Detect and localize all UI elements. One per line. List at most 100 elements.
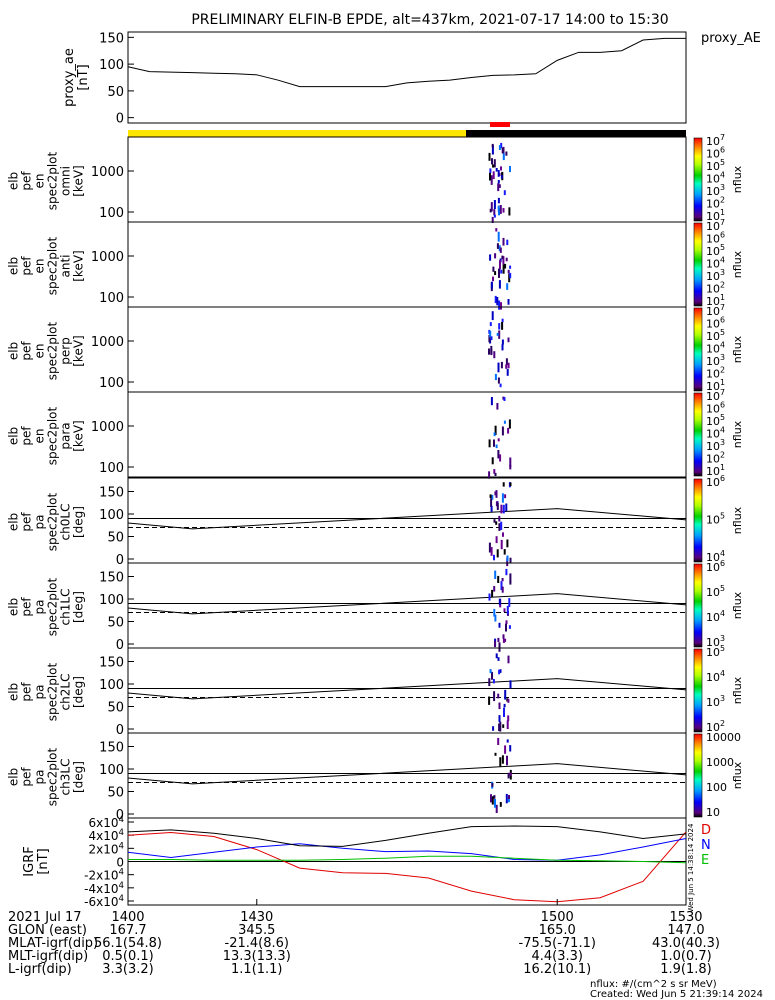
spectrogram-pixel [501, 344, 504, 351]
colorbar-label: nflux [731, 420, 744, 448]
spectrogram-pixel [489, 669, 492, 674]
y-tick-label: 50 [107, 786, 124, 801]
y-tick-label: 0 [116, 638, 124, 653]
spectrogram-pixel [488, 696, 491, 705]
spectrogram-pixel [500, 302, 502, 310]
spectrogram-pixel [493, 469, 496, 474]
spectrogram-pixel [499, 247, 502, 253]
pitch-panel-ylabel: elb pef pa spec2plot ch3LC [deg] [7, 747, 86, 806]
spectrogram-pixel [494, 425, 497, 435]
colorbar-tick-label: 103 [706, 438, 725, 453]
energy-panel-ylabel: elb pef en spec2plot anti [keV] [7, 236, 86, 295]
spectrogram-pixel [488, 678, 491, 687]
axis-label-line: pef [20, 597, 34, 617]
spectrogram-pixel [489, 168, 492, 173]
spectrogram-pixel [494, 271, 497, 275]
spectrogram-pixel [497, 693, 500, 699]
colorbar-tick-label: 100 [706, 781, 727, 794]
panel-frame [127, 477, 687, 564]
axis-label-line: elb [7, 342, 21, 360]
colorbar-label: nflux [731, 506, 744, 534]
ephemeris-value: 1.9(1.8) [660, 962, 712, 977]
spectrogram-pixel [509, 573, 512, 583]
y-tick-label: 2x104 [88, 841, 124, 856]
spectrogram-pixel [494, 491, 497, 496]
igrf-legend-N: N [701, 838, 711, 853]
colorbar-tick-label: 10 [706, 806, 720, 819]
colorbar-tick-label: 104 [706, 171, 725, 186]
colorbar [693, 392, 703, 477]
spectrogram-pixel [503, 397, 506, 401]
spectrogram-pixel [491, 783, 494, 787]
spectrogram-pixel [500, 581, 503, 590]
spectrogram-pixel [498, 245, 501, 252]
spectrogram-pixel [496, 403, 499, 410]
colorbar-tick-label: 103 [706, 268, 725, 283]
spectrogram-pixel [493, 586, 496, 592]
spectrogram-pixel [498, 523, 501, 531]
panel-frame [127, 221, 687, 308]
spectrogram-pixel [493, 432, 496, 437]
axis-label-line: spec2plot [46, 236, 60, 295]
spectrogram-pixel [509, 265, 512, 269]
y-tick-label: 150 [99, 656, 124, 671]
spectrogram-pixel [503, 420, 506, 424]
colorbar-label: nflux [731, 250, 744, 278]
colorbar-label: nflux [731, 761, 744, 789]
spectrogram-pixel [491, 311, 494, 321]
axis-label-line: elb [7, 768, 21, 786]
colorbar-tick-label: 104 [706, 256, 725, 271]
side-timestamp: Wed Jun 5 14:38:14 2024 [687, 823, 695, 912]
colorbar-tick-label: 105 [706, 584, 725, 599]
y-tick-label: 50 [107, 701, 124, 716]
axis-label-line: elb [7, 598, 21, 616]
spectrogram-pixel [506, 283, 509, 290]
axis-label-line: spec2plot [46, 151, 60, 210]
spectrogram-pixel [502, 153, 505, 161]
spectrogram-pixel [506, 239, 509, 246]
spectrogram-pixel [491, 158, 493, 165]
spectrogram-pixel [492, 266, 495, 272]
spectrogram-pixel [499, 721, 502, 732]
colorbar-tick-label: 107 [706, 218, 725, 233]
spectrogram-pixel [506, 755, 508, 766]
spectrogram-pixel [490, 345, 493, 355]
spectrogram-pixel [491, 589, 494, 598]
colorbar-tick-label: 101 [706, 293, 725, 308]
spectrogram-pixel [509, 457, 512, 467]
energy-panel-ylabel: elb pef en spec2plot para [keV] [7, 406, 86, 465]
y-tick-label: 100 [99, 291, 124, 306]
axis-label-line: pef [20, 256, 34, 276]
spectrogram-pixel [497, 362, 500, 373]
energy-panel-ylabel: elb pef en spec2plot perp [keV] [7, 321, 86, 380]
ephemeris-row-label: L-igrf(dip) [8, 962, 72, 977]
spectrogram-pixel [499, 383, 502, 388]
axis-label-line: [keV] [72, 250, 86, 281]
spectrogram-pixel [489, 330, 492, 338]
pitch-angle-spectrogram-ch1LC: 0 50 100 150 elb pef pa spec2plot ch1LC [deg] 103 1… [7, 559, 745, 653]
spectrogram-pixel [506, 555, 509, 562]
axis-label-line: en [33, 174, 47, 189]
pitch-panel-ylabel: elb pef pa spec2plot ch0LC [deg] [7, 492, 86, 551]
axis-label-line: pef [20, 426, 34, 446]
spectrogram-pixel [498, 723, 501, 732]
spectrogram-pixel [493, 209, 496, 216]
colorbar-tick-label: 103 [706, 353, 725, 368]
axis-label-line: ch0LC [59, 504, 73, 541]
axis-label-line: elb [7, 257, 21, 275]
panel-frame [127, 647, 687, 734]
colorbar-tick-label: 106 [706, 474, 725, 489]
spectrogram-pixel [498, 184, 501, 188]
spectrogram-pixel [505, 358, 508, 366]
colorbar-tick-label: 101 [706, 463, 725, 478]
colorbar-tick-label: 102 [706, 451, 725, 466]
spectrogram-pixel [491, 143, 494, 148]
spectrogram-pixel [504, 494, 507, 499]
spectrogram-pixel [501, 339, 504, 345]
spectrogram-pixel [498, 622, 501, 628]
spectrogram-pixel [509, 272, 512, 279]
spectrogram-pixel [503, 549, 506, 555]
spectrogram-pixel [497, 231, 500, 242]
spectrogram-pixel [502, 638, 505, 643]
spectrogram-pixel [509, 772, 512, 776]
